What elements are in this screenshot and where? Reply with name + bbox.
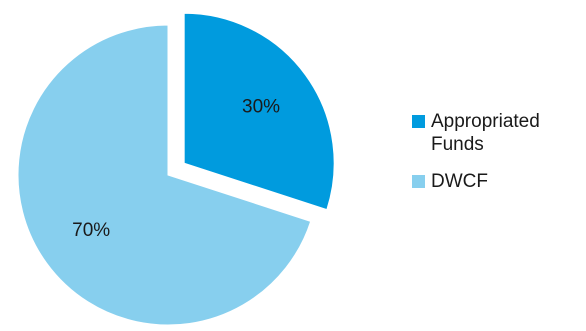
legend-item-appropriated-funds: Appropriated Funds: [412, 110, 584, 156]
pie-chart: 30% 70%: [17, 12, 335, 326]
legend-swatch-appropriated-funds: [412, 115, 425, 128]
legend-label-appropriated-funds: Appropriated Funds: [431, 111, 540, 155]
legend-swatch-dwcf: [412, 175, 425, 188]
legend-label-dwcf: DWCF: [431, 171, 488, 192]
slice-dwcf: [17, 24, 312, 326]
slice-label-appropriated-funds: 30%: [242, 96, 280, 117]
legend: Appropriated Funds DWCF: [412, 110, 584, 207]
slice-label-dwcf: 70%: [72, 220, 110, 241]
legend-item-dwcf: DWCF: [412, 170, 584, 193]
slice-appropriated-funds: [183, 12, 335, 211]
